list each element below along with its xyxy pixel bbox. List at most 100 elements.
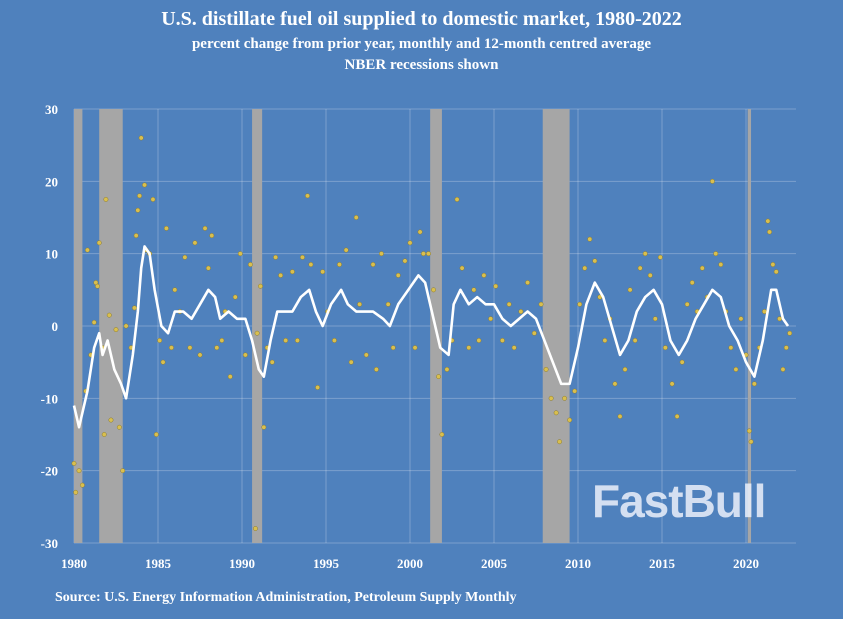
monthly-point [493, 283, 499, 289]
monthly-point [402, 258, 408, 264]
monthly-point [168, 345, 174, 351]
monthly-point [481, 272, 487, 278]
monthly-point [103, 196, 109, 202]
monthly-point [543, 366, 549, 372]
monthly-point [499, 338, 505, 343]
monthly-point [289, 269, 295, 275]
monthly-point [305, 193, 310, 199]
recession-bar [747, 109, 752, 543]
monthly-point [252, 526, 258, 531]
monthly-point [261, 424, 267, 430]
monthly-point [762, 309, 767, 314]
monthly-point [476, 338, 482, 343]
monthly-point [548, 395, 554, 401]
monthly-point [336, 262, 342, 267]
monthly-point [343, 247, 349, 253]
monthly-point [237, 251, 243, 257]
monthly-point [466, 345, 472, 351]
monthly-point [385, 301, 391, 307]
monthly-point [592, 258, 598, 264]
monthly-point [751, 381, 757, 387]
monthly-point [444, 366, 450, 372]
monthly-point [436, 374, 442, 380]
monthly-point [780, 366, 786, 372]
monthly-point [417, 229, 423, 235]
monthly-point [632, 338, 638, 343]
monthly-point [689, 280, 695, 286]
x-tick-label: 2000 [397, 556, 423, 571]
chart-title: U.S. distillate fuel oil supplied to dom… [161, 8, 682, 30]
monthly-point [431, 287, 436, 293]
monthly-point [278, 272, 284, 278]
monthly-point [308, 262, 314, 267]
monthly-point [783, 345, 789, 351]
monthly-point [137, 193, 142, 199]
monthly-point [96, 240, 102, 246]
recession-bar [99, 109, 123, 543]
x-tick-label: 2020 [733, 556, 759, 571]
monthly-point [582, 265, 588, 271]
monthly-point [283, 338, 289, 343]
monthly-point [617, 413, 623, 419]
monthly-point [258, 283, 263, 289]
monthly-point [426, 251, 431, 257]
monthly-point [733, 366, 739, 372]
monthly-point [728, 345, 734, 351]
monthly-point [612, 381, 618, 387]
y-tick-label: -30 [41, 536, 58, 551]
monthly-point [525, 280, 531, 286]
monthly-point [370, 262, 376, 267]
monthly-point [294, 338, 300, 343]
monthly-point [642, 251, 648, 257]
monthly-point [709, 178, 715, 184]
x-tick-label: 1995 [313, 556, 340, 571]
monthly-point [407, 240, 413, 246]
monthly-point [254, 330, 260, 336]
monthly-point [205, 265, 211, 271]
monthly-point [657, 254, 663, 260]
monthly-point [150, 196, 156, 202]
x-tick-label: 1985 [145, 556, 172, 571]
monthly-point [95, 283, 100, 289]
monthly-point [84, 247, 90, 253]
monthly-point [567, 417, 573, 423]
monthly-point [637, 265, 643, 271]
monthly-point [439, 432, 445, 437]
monthly-point [662, 345, 668, 351]
y-tick-label: 20 [45, 174, 58, 189]
monthly-point [770, 262, 776, 267]
monthly-point [106, 312, 112, 318]
recession-bar [252, 109, 263, 543]
monthly-point [76, 468, 82, 474]
y-tick-label: -10 [41, 391, 58, 406]
monthly-point [108, 417, 114, 423]
monthly-point [320, 269, 326, 275]
recession-bar [74, 109, 83, 543]
monthly-point [315, 385, 321, 390]
monthly-point [488, 316, 494, 322]
y-tick-label: 10 [45, 247, 58, 262]
monthly-point [669, 381, 675, 387]
monthly-point [157, 338, 163, 343]
monthly-point [699, 265, 705, 271]
monthly-point [420, 251, 426, 257]
average-12m-line [72, 245, 790, 429]
monthly-point [232, 294, 238, 300]
monthly-point [116, 424, 122, 430]
monthly-point [348, 359, 354, 365]
monthly-point [197, 352, 203, 358]
monthly-point [187, 345, 193, 351]
monthly-point [765, 218, 771, 224]
monthly-point [160, 359, 166, 365]
monthly-point [562, 395, 568, 401]
y-tick-label: 30 [45, 102, 58, 117]
monthly-point [242, 352, 248, 358]
monthly-point [718, 262, 724, 267]
monthly-point [506, 301, 512, 307]
x-tick-label: 2005 [481, 556, 508, 571]
monthly-point [773, 269, 779, 275]
monthly-point [518, 309, 524, 314]
monthly-point [412, 345, 418, 351]
monthly-point [133, 233, 139, 239]
monthly-point [182, 254, 188, 260]
